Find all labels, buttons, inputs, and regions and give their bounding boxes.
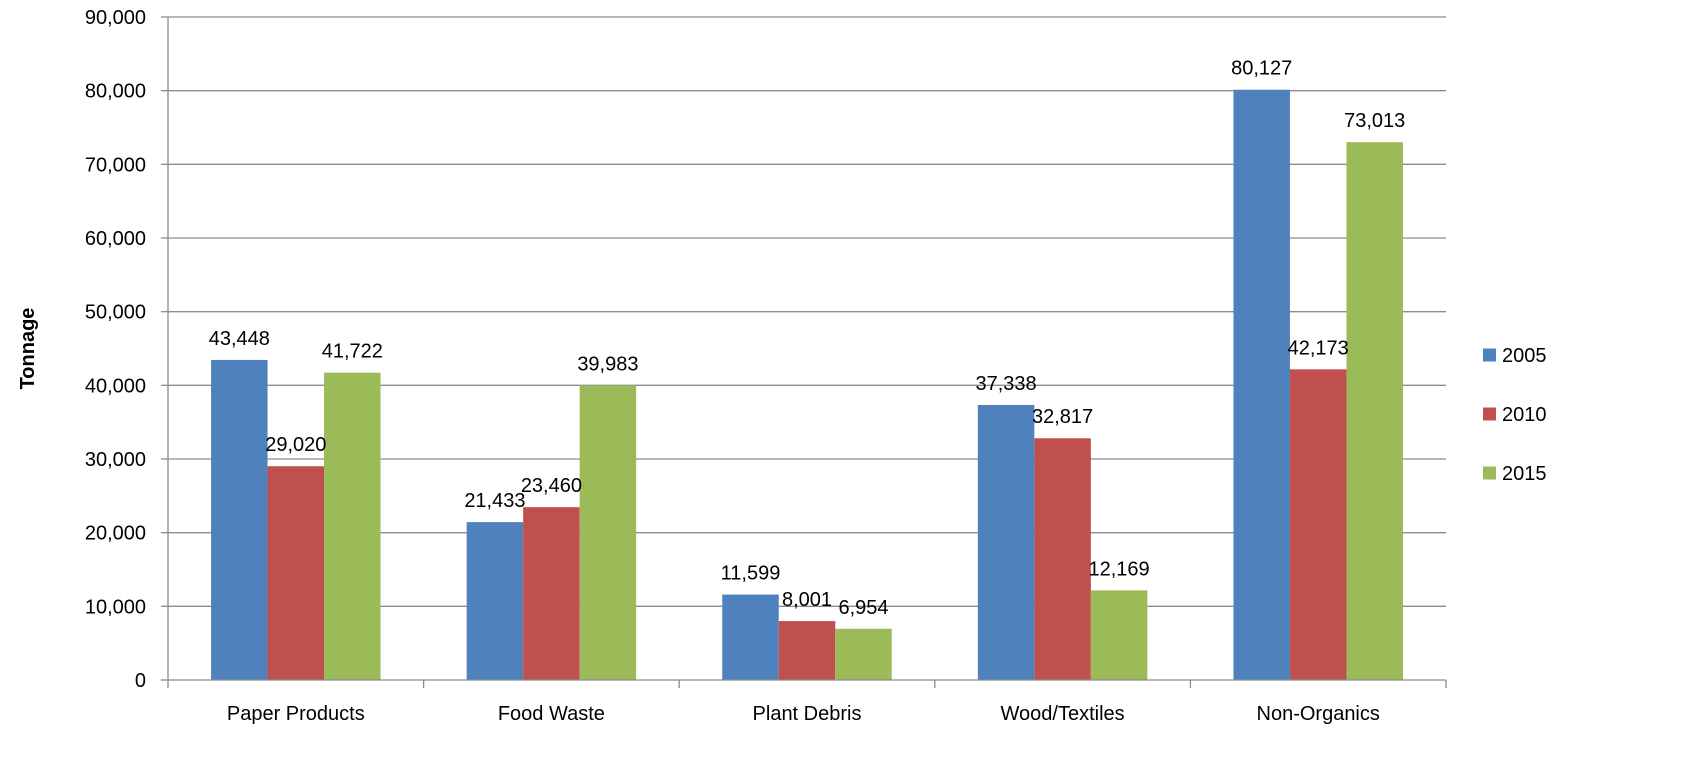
y-tick-label: 40,000 (85, 375, 146, 397)
bar (1233, 89, 1290, 681)
data-label: 12,169 (1089, 558, 1150, 580)
y-axis-title: Tonnage (17, 308, 39, 390)
data-label: 32,817 (1032, 406, 1093, 428)
x-tick-label: Plant Debris (753, 703, 862, 725)
legend-label: 2005 (1502, 345, 1547, 367)
bar (722, 594, 779, 680)
bar (977, 404, 1035, 680)
y-tick-label: 80,000 (85, 81, 146, 103)
y-tick-label: 20,000 (85, 523, 146, 545)
y-tick-label: 90,000 (85, 7, 146, 29)
data-label: 73,013 (1344, 110, 1405, 132)
bar (835, 628, 892, 680)
bar (267, 466, 325, 680)
legend-swatch (1483, 466, 1496, 480)
x-tick-label: Paper Products (227, 703, 365, 725)
data-label: 37,338 (976, 373, 1037, 395)
data-label: 6,954 (838, 597, 888, 619)
y-tick-label: 0 (135, 670, 146, 692)
bar (1289, 369, 1347, 680)
gridlines (168, 16, 1446, 607)
y-tick-label: 70,000 (85, 154, 146, 176)
y-tick-label: 30,000 (85, 449, 146, 471)
y-tick-label: 50,000 (85, 302, 146, 324)
data-label: 39,983 (577, 353, 638, 375)
bars (211, 89, 1403, 681)
bar (579, 385, 637, 680)
y-tick-label: 10,000 (85, 596, 146, 618)
data-label: 21,433 (464, 490, 525, 512)
bar (1034, 438, 1091, 680)
bar (778, 621, 836, 680)
data-label: 11,599 (721, 563, 781, 585)
data-label: 29,020 (265, 434, 326, 456)
legend-swatch (1483, 407, 1496, 421)
legend: 2005 2010 2015 (1483, 345, 1547, 485)
bar (324, 372, 381, 680)
bar (1346, 142, 1403, 680)
data-label: 80,127 (1231, 58, 1292, 80)
bar (466, 522, 524, 680)
data-label: 41,722 (322, 341, 383, 363)
bar (523, 507, 580, 680)
x-tick-label: Non-Organics (1257, 703, 1380, 725)
x-tick-label: Food Waste (498, 703, 605, 725)
data-label: 8,001 (782, 589, 832, 611)
y-tick-label: 60,000 (85, 228, 146, 250)
legend-label: 2010 (1502, 404, 1547, 426)
axes: 0 10,000 20,000 30,000 40,000 50,000 60,000 70,… (85, 7, 1447, 725)
x-tick-label: Wood/Textiles (1001, 703, 1125, 725)
data-label: 23,460 (521, 475, 582, 497)
legend-swatch (1483, 348, 1496, 362)
data-label: 42,173 (1288, 337, 1349, 359)
data-label: 43,448 (209, 328, 270, 350)
bar (211, 359, 268, 680)
bar (1090, 590, 1148, 680)
legend-label: 2015 (1502, 463, 1547, 485)
